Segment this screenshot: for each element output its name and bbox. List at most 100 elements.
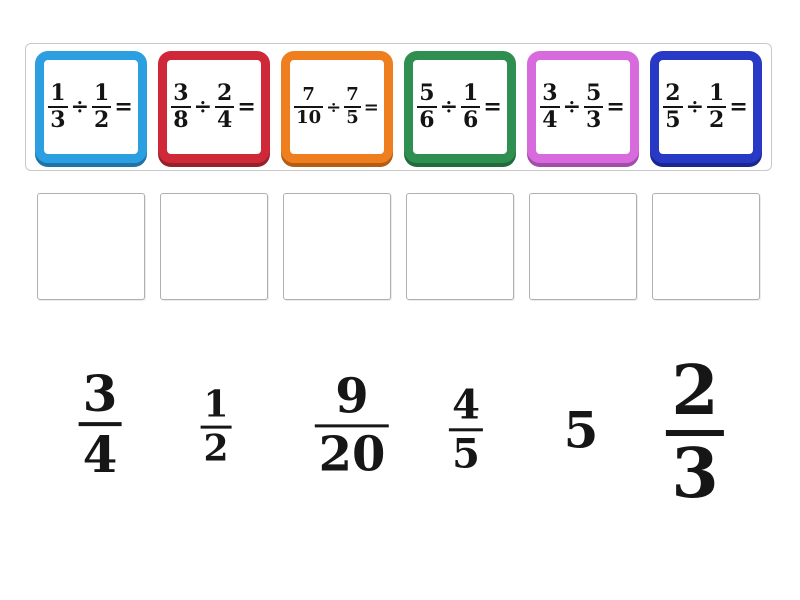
divide-sign: ÷ [562,94,581,120]
fraction-bar [48,105,68,109]
divisor-numerator: 2 [217,80,233,107]
answer-fraction: 4 5 [448,381,484,477]
dividend-numerator: 1 [50,80,66,107]
divide-sign: ÷ [193,94,212,120]
answer-slot-6[interactable] [652,193,760,300]
answer-slot-row [37,193,760,300]
answer-denominator: 4 [82,424,118,484]
answer-tile-4-5[interactable]: 4 5 [448,381,484,477]
equals-sign: = [483,94,502,120]
answer-fraction: 1 2 [200,383,232,468]
dividend-numerator: 2 [665,80,681,107]
answer-fraction: 9 20 [314,368,390,483]
answer-slot-4[interactable] [406,193,514,300]
dividend-numerator: 3 [542,80,558,107]
divide-sign: ÷ [439,94,458,120]
divisor-fraction: 5 3 [584,80,604,134]
divisor-numerator: 7 [346,84,359,106]
answer-numerator: 3 [82,364,118,424]
divisor-numerator: 1 [463,80,479,107]
question-tile-2: 3 8 ÷ 2 4 = [158,51,270,163]
divisor-fraction: 1 2 [92,80,112,134]
divide-sign: ÷ [326,96,342,118]
answer-denominator: 3 [671,433,719,514]
divisor-denominator: 4 [217,107,233,134]
dividend-numerator: 7 [302,84,315,106]
dividend-fraction: 7 10 [294,84,324,129]
dividend-fraction: 3 8 [171,80,191,134]
fraction-bar [344,105,361,109]
divisor-numerator: 1 [94,80,110,107]
answer-numerator: 4 [452,381,480,429]
question-tile-5: 3 4 ÷ 5 3 = [527,51,639,163]
fraction-bar [200,425,232,429]
equals-sign: = [237,94,256,120]
divisor-denominator: 3 [586,107,602,134]
divide-sign: ÷ [685,94,704,120]
question-tile-3: 7 10 ÷ 7 5 = [281,51,393,163]
divisor-numerator: 5 [586,80,602,107]
answer-slot-3[interactable] [283,193,391,300]
question-tile-6: 2 5 ÷ 1 2 = [650,51,762,163]
fraction-bar [314,424,390,428]
dividend-fraction: 2 5 [663,80,683,134]
divisor-fraction: 2 4 [215,80,235,134]
fraction-bar [707,105,727,109]
answer-numerator: 2 [671,351,719,432]
divide-sign: ÷ [70,94,89,120]
dividend-numerator: 3 [173,80,189,107]
answer-tile-5[interactable]: 5 [564,405,599,456]
answer-numerator: 9 [335,368,369,425]
fraction-bar [294,105,324,109]
fraction-bar [448,428,484,432]
fraction-bar [663,105,683,109]
answer-slot-1[interactable] [37,193,145,300]
dividend-denominator: 5 [665,107,681,134]
divisor-numerator: 1 [709,80,725,107]
dividend-numerator: 5 [419,80,435,107]
fraction-bar [417,105,437,109]
dividend-fraction: 3 4 [540,80,560,134]
equals-sign: = [114,94,133,120]
fraction-bar [78,422,122,426]
answer-denominator: 5 [452,429,480,477]
answer-value: 5 [563,400,599,460]
answer-tile-9-20[interactable]: 9 20 [314,368,390,483]
fraction-bar [215,105,235,109]
dividend-denominator: 3 [50,107,66,134]
answer-tile-1-2[interactable]: 1 2 [200,383,232,468]
divisor-fraction: 7 5 [344,86,361,127]
fraction-bar [584,105,604,109]
divisor-fraction: 1 6 [461,80,481,134]
answer-slot-2[interactable] [160,193,268,300]
fraction-bar [540,105,560,109]
divisor-denominator: 2 [709,107,725,134]
dividend-denominator: 4 [542,107,558,134]
answer-fraction: 2 3 [665,351,725,514]
fraction-bar [92,105,112,109]
divisor-denominator: 6 [463,107,479,134]
divisor-denominator: 5 [346,107,359,129]
fraction-bar [461,105,481,109]
answer-slot-5[interactable] [529,193,637,300]
answer-tile-3-4[interactable]: 3 4 [78,364,122,484]
divisor-denominator: 2 [94,107,110,134]
equals-sign: = [729,94,748,120]
dividend-fraction: 1 3 [48,80,68,134]
divisor-fraction: 1 2 [707,80,727,134]
dividend-denominator: 8 [173,107,189,134]
answer-tile-2-3[interactable]: 2 3 [665,351,725,514]
equals-sign: = [363,96,379,118]
fraction-bar [665,430,725,436]
dividend-fraction: 5 6 [417,80,437,134]
dividend-denominator: 10 [296,107,322,129]
answer-denominator: 20 [318,426,386,483]
dividend-denominator: 6 [419,107,435,134]
question-tile-4: 5 6 ÷ 1 6 = [404,51,516,163]
equals-sign: = [606,94,625,120]
answer-numerator: 1 [203,383,229,426]
question-strip: 1 3 ÷ 1 2 = 3 8 ÷ 2 4 = [25,43,772,171]
fraction-bar [171,105,191,109]
question-tile-1: 1 3 ÷ 1 2 = [35,51,147,163]
